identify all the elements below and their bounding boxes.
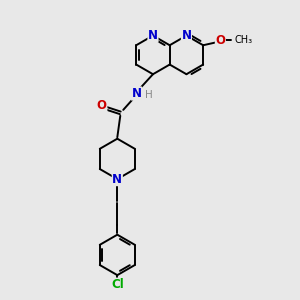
Text: N: N bbox=[132, 87, 142, 100]
Text: O: O bbox=[215, 34, 225, 47]
Text: O: O bbox=[97, 99, 107, 112]
Text: N: N bbox=[182, 29, 191, 42]
Text: CH₃: CH₃ bbox=[234, 35, 253, 45]
Text: N: N bbox=[148, 29, 158, 42]
Text: N: N bbox=[112, 172, 122, 186]
Text: Cl: Cl bbox=[111, 278, 124, 291]
Text: H: H bbox=[145, 90, 153, 100]
